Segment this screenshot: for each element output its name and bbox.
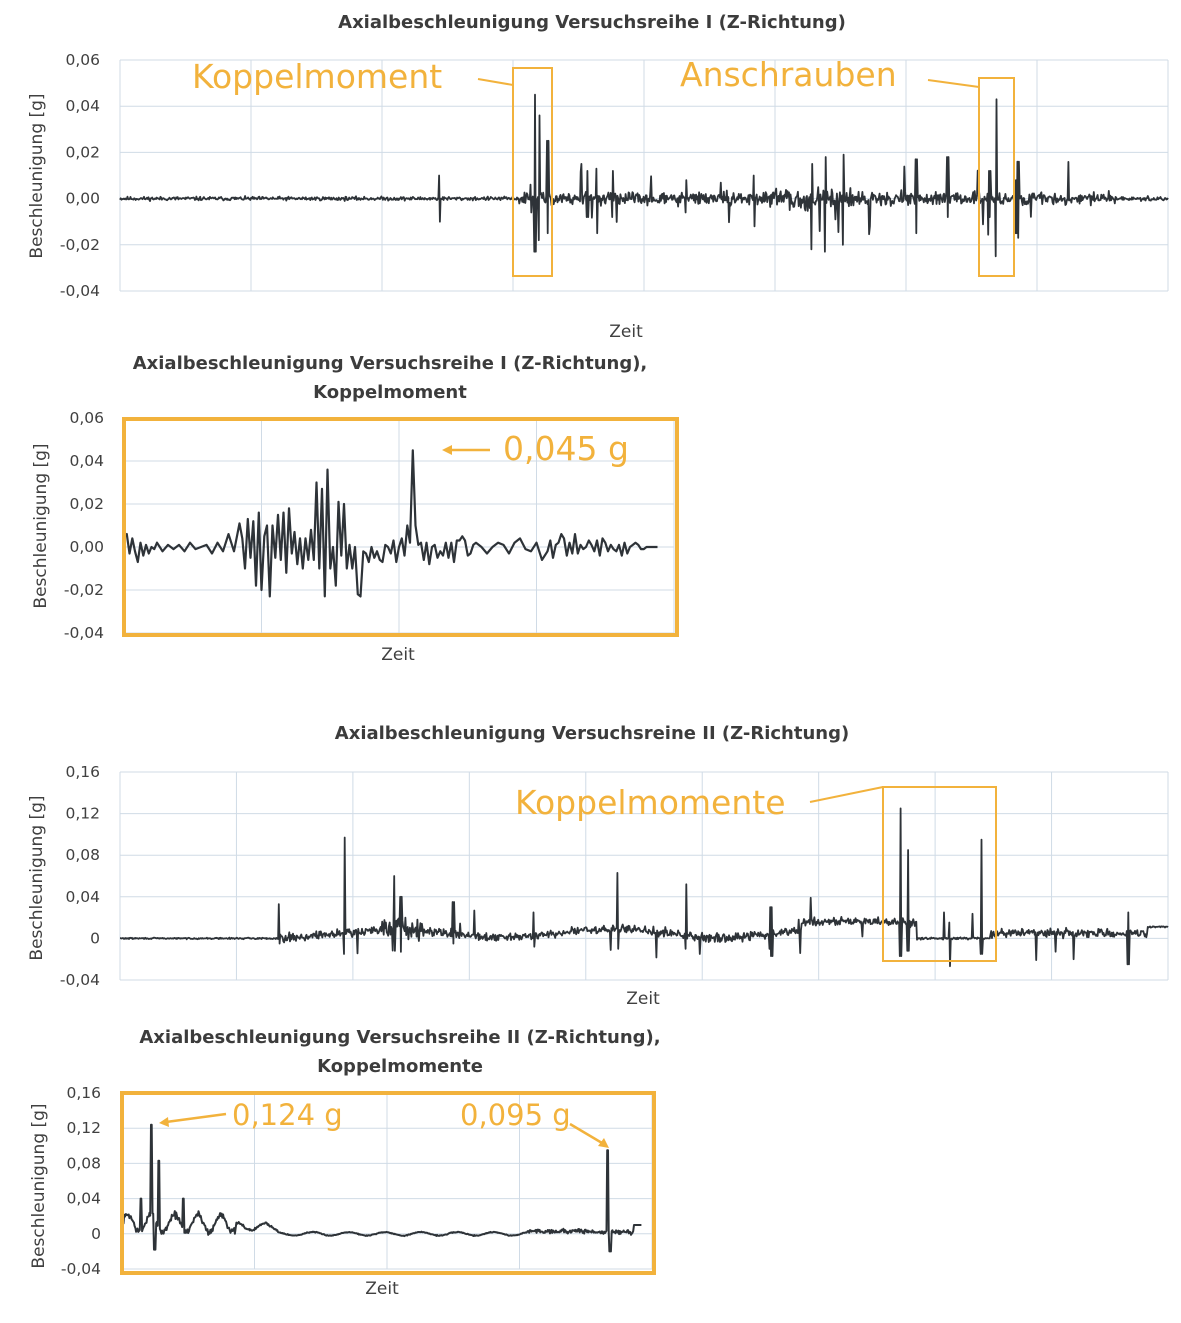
chart-2-highlight-frame bbox=[122, 417, 679, 637]
chart-4-highlight-frame bbox=[120, 1091, 656, 1275]
chart-1-koppelmoment-leader bbox=[477, 78, 514, 86]
chart-2-y-axis-label: Beschleunigung [g] bbox=[31, 443, 51, 608]
chart-1-y-ticks: 0,06 0,04 0,02 0,00 -0,02 -0,04 bbox=[60, 51, 100, 300]
y-tick-label: -0,02 bbox=[60, 236, 100, 254]
y-tick-label: 0,04 bbox=[66, 1190, 101, 1208]
chart-1-title: Axialbeschleunigung Versuchsreihe I (Z-R… bbox=[338, 12, 846, 33]
chart-3-grid bbox=[119, 771, 1169, 981]
y-tick-label: 0,08 bbox=[66, 1154, 101, 1172]
chart-4-x-axis-label: Zeit bbox=[365, 1279, 399, 1299]
y-tick-label: -0,04 bbox=[64, 624, 104, 642]
chart-4-y-axis-label: Beschleunigung [g] bbox=[29, 1103, 49, 1268]
chart-3-series-line bbox=[119, 807, 1169, 968]
chart-4-y-ticks: 0,16 0,12 0,08 0,04 0 -0,04 bbox=[61, 1084, 101, 1278]
chart-1-anschrauben-leader bbox=[927, 79, 980, 88]
chart-2-title-line-1: Axialbeschleunigung Versuchsreihe I (Z-R… bbox=[133, 353, 648, 374]
chart-4-peak-1-arrowhead bbox=[159, 1117, 169, 1127]
y-tick-label: 0 bbox=[91, 1225, 101, 1243]
chart-1-annotation-anschrauben: Anschrauben bbox=[680, 55, 897, 94]
y-tick-label: 0,08 bbox=[65, 846, 100, 864]
chart-4-grid bbox=[121, 1092, 653, 1270]
chart-1-series-line bbox=[119, 93, 1169, 258]
chart-3-title: Axialbeschleunigung Versuchsreine II (Z-… bbox=[335, 723, 849, 744]
chart-4-peak-1-arrow bbox=[165, 1112, 227, 1124]
y-tick-label: 0,06 bbox=[65, 51, 100, 69]
chart-3: Axialbeschleunigung Versuchsreine II (Z-… bbox=[27, 723, 1169, 1009]
y-tick-label: 0,04 bbox=[65, 888, 100, 906]
y-tick-label: 0,02 bbox=[69, 495, 104, 513]
chart-4-peak-1-label: 0,124 g bbox=[232, 1098, 343, 1132]
chart-1-y-axis-label: Beschleunigung [g] bbox=[27, 93, 47, 258]
y-tick-label: 0,04 bbox=[69, 452, 104, 470]
chart-2: Axialbeschleunigung Versuchsreihe I (Z-R… bbox=[31, 353, 679, 665]
y-tick-label: 0,12 bbox=[66, 1119, 101, 1137]
y-tick-label: -0,02 bbox=[64, 581, 104, 599]
chart-2-peak-arrowhead bbox=[442, 445, 452, 455]
chart-1-x-axis-label: Zeit bbox=[609, 322, 643, 342]
chart-4-title-line-2: Koppelmomente bbox=[317, 1056, 483, 1077]
chart-4: Axialbeschleunigung Versuchsreihe II (Z-… bbox=[29, 1027, 661, 1299]
chart-3-y-ticks: 0,16 0,12 0,08 0,04 0 -0,04 bbox=[60, 763, 100, 989]
y-tick-label: 0,16 bbox=[65, 763, 100, 781]
y-tick-label: 0 bbox=[90, 929, 100, 947]
chart-2-peak-label: 0,045 g bbox=[503, 429, 629, 468]
chart-2-title-line-2: Koppelmoment bbox=[313, 382, 467, 403]
y-tick-label: 0,02 bbox=[65, 143, 100, 161]
chart-1-annotation-koppelmoment: Koppelmoment bbox=[192, 57, 442, 96]
y-tick-label: 0,16 bbox=[66, 1084, 101, 1102]
chart-2-x-axis-label: Zeit bbox=[381, 645, 415, 665]
y-tick-label: 0,12 bbox=[65, 805, 100, 823]
chart-3-koppelmomente-box bbox=[882, 786, 997, 962]
y-tick-label: 0,04 bbox=[65, 97, 100, 115]
chart-3-annotation-koppelmomente: Koppelmomente bbox=[515, 783, 786, 822]
chart-2-y-ticks: 0,06 0,04 0,02 0,00 -0,02 -0,04 bbox=[64, 409, 104, 642]
chart-4-peak-2-arrowhead bbox=[598, 1138, 609, 1148]
chart-3-y-axis-label: Beschleunigung [g] bbox=[27, 795, 47, 960]
chart-4-peak-2-label: 0,095 g bbox=[460, 1098, 571, 1132]
chart-4-peak-2-arrow bbox=[569, 1122, 603, 1145]
y-tick-label: 0,06 bbox=[69, 409, 104, 427]
y-tick-label: -0,04 bbox=[60, 282, 100, 300]
y-tick-label: -0,04 bbox=[61, 1260, 101, 1278]
chart-4-title-line-1: Axialbeschleunigung Versuchsreihe II (Z-… bbox=[139, 1027, 660, 1048]
chart-1-koppelmoment-box bbox=[512, 67, 553, 277]
y-tick-label: 0,00 bbox=[69, 538, 104, 556]
y-tick-label: 0,00 bbox=[65, 190, 100, 208]
chart-4-series-line bbox=[121, 1123, 642, 1253]
chart-1-anschrauben-box bbox=[978, 77, 1015, 277]
chart-1: Axialbeschleunigung Versuchsreihe I (Z-R… bbox=[27, 12, 1169, 342]
chart-3-koppelmomente-leader bbox=[809, 786, 884, 803]
chart-1-grid bbox=[119, 59, 1169, 292]
chart-2-series-line bbox=[123, 449, 658, 598]
chart-3-x-axis-label: Zeit bbox=[626, 989, 660, 1009]
y-tick-label: -0,04 bbox=[60, 971, 100, 989]
